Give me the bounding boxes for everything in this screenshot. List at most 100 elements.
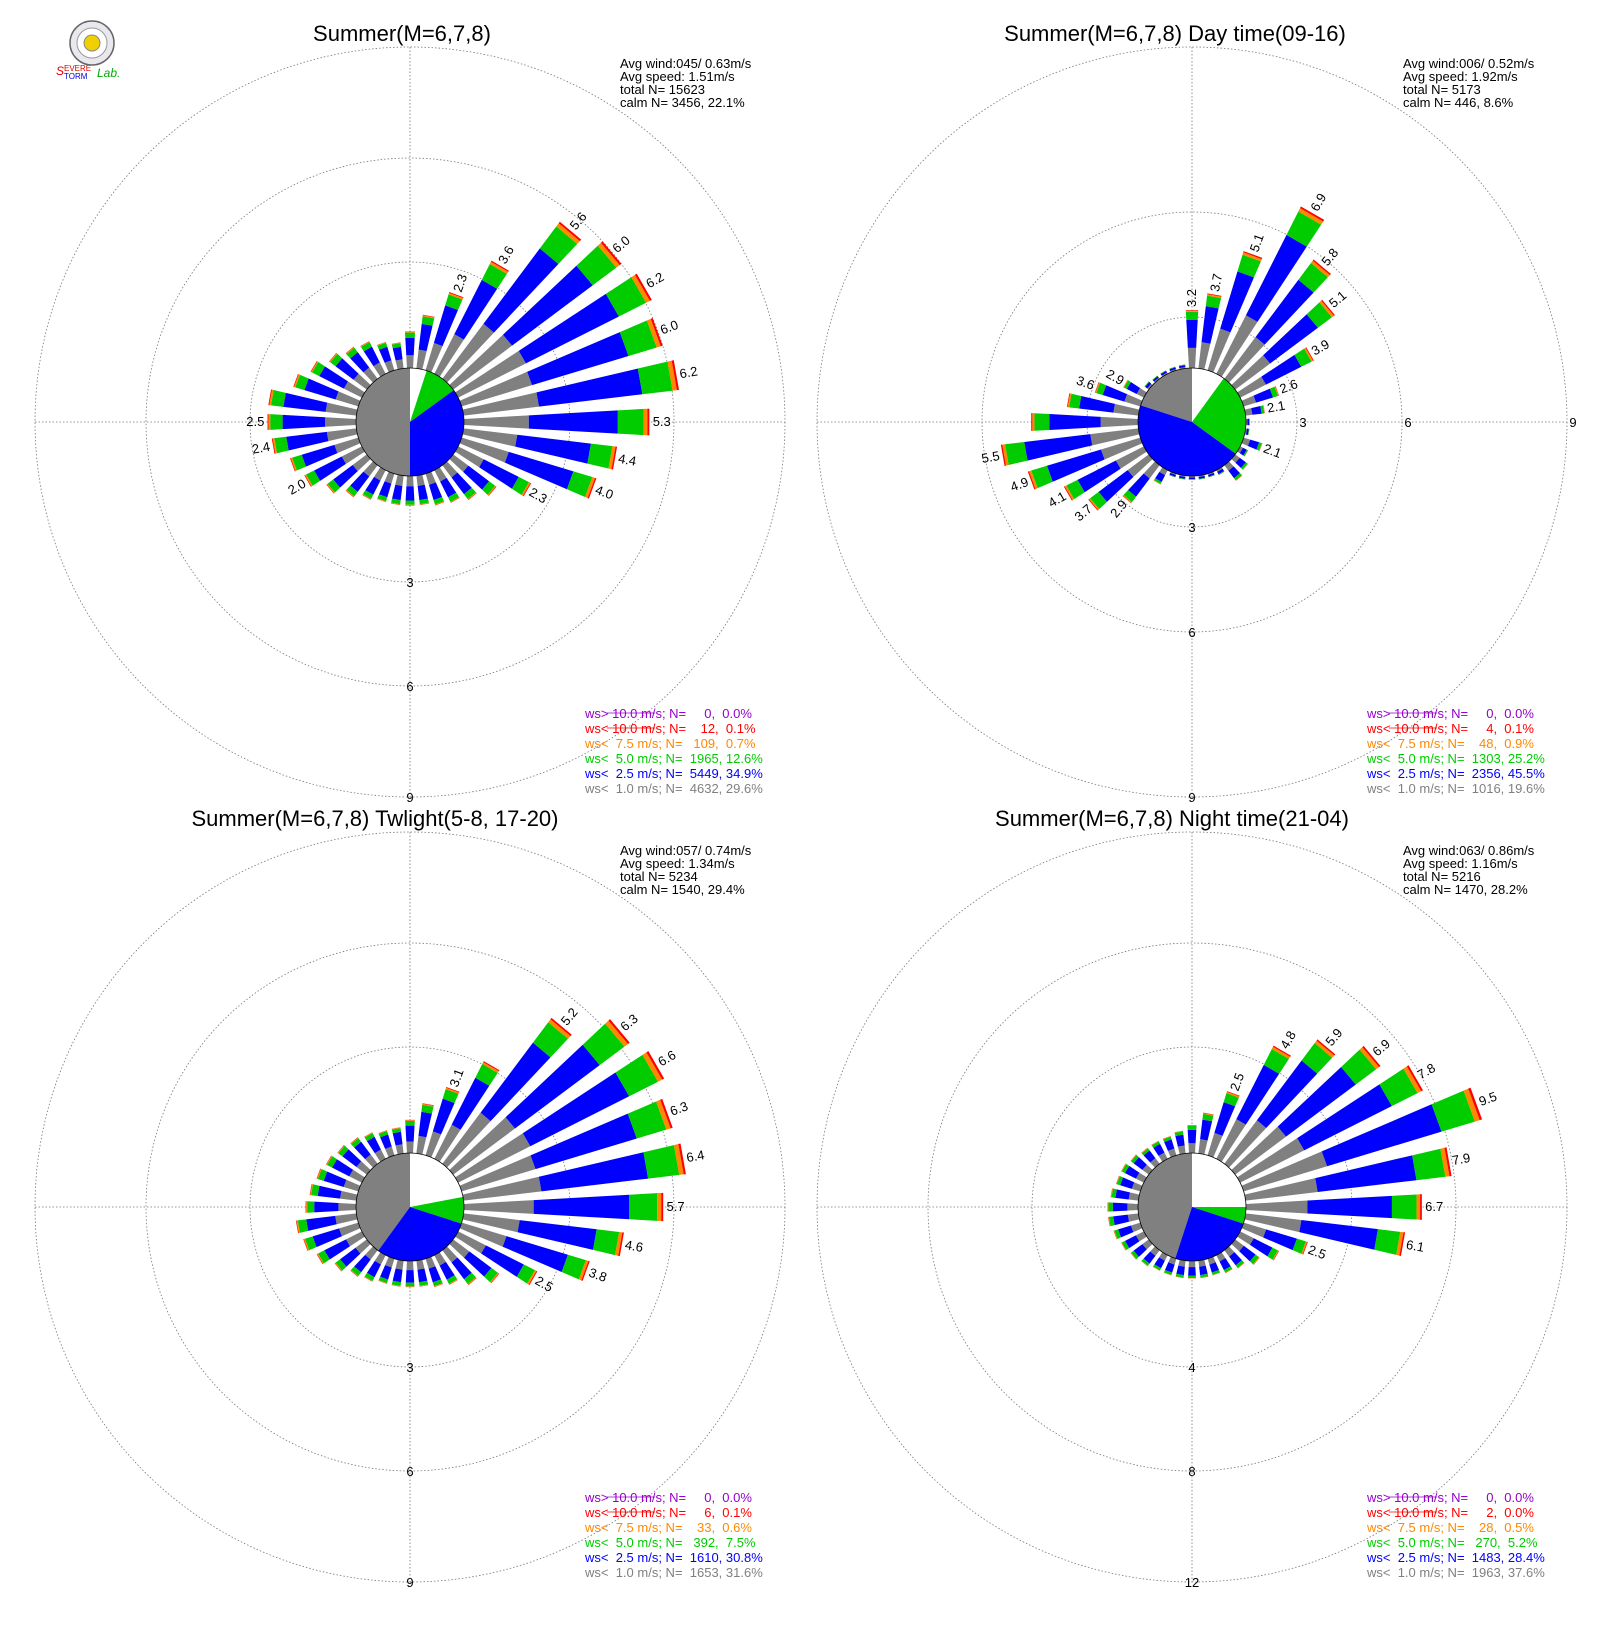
bar-segment: [1121, 1163, 1127, 1172]
bar-segment: [1152, 375, 1158, 380]
bar-segment: [449, 454, 469, 472]
bar-segment: [374, 1252, 386, 1265]
bar-segment: [380, 1134, 392, 1149]
stat-avg-speed: Avg speed: 1.51m/s: [620, 69, 735, 84]
bar-segment: [445, 1087, 460, 1094]
bar-segment: [326, 428, 358, 442]
bar-segment: [425, 471, 436, 485]
ring-label-right: 3: [1299, 415, 1306, 430]
bar-segment: [434, 501, 445, 506]
bar-segment: [1237, 254, 1261, 278]
bar-segment: [1208, 474, 1215, 478]
bar-segment: [1253, 1257, 1260, 1265]
bar-segment: [1226, 1091, 1240, 1097]
bar-segment: [306, 1215, 337, 1231]
bar-segment: [330, 353, 343, 367]
bar-segment: [1136, 388, 1147, 398]
bar-segment: [325, 417, 357, 427]
bar-segment: [1416, 1194, 1421, 1220]
bar-segment: [1079, 396, 1115, 413]
bar-segment: [1024, 434, 1093, 461]
bar-segment: [1216, 467, 1223, 472]
bar-segment: [268, 389, 272, 406]
bar-segment: [1231, 454, 1240, 463]
grid-ring: [145, 157, 675, 687]
ring-label: 3: [1188, 520, 1195, 535]
bar-value-label: 3.7: [1072, 501, 1095, 524]
bar-segment: [340, 1190, 358, 1201]
ring-label: 6: [406, 679, 413, 694]
legend-entry: ws> 10.0 m/s; N= 0, 0.0%: [1366, 706, 1534, 721]
bar-value-label: 2.4: [251, 439, 271, 457]
bar-segment: [1399, 1232, 1406, 1257]
bar-segment: [378, 1276, 389, 1284]
bar-segment: [310, 1184, 313, 1196]
calm-pie-wedge: [356, 368, 410, 476]
bar-segment: [1198, 342, 1211, 370]
bar-segment: [346, 1231, 365, 1247]
bar-segment: [1130, 1154, 1137, 1162]
bar-segment: [416, 1135, 427, 1155]
bar-segment: [1379, 1068, 1418, 1107]
bar-segment: [1274, 386, 1279, 397]
bar-segment: [1225, 1268, 1233, 1274]
bar-segment: [1321, 1104, 1442, 1167]
bar-segment: [515, 434, 591, 464]
bar-segment: [1198, 1139, 1208, 1155]
bar-segment: [1208, 475, 1215, 478]
bar-segment: [1141, 1260, 1148, 1267]
bar-segment: [1123, 380, 1131, 390]
bar-segment: [1243, 449, 1248, 457]
bar-segment: [1241, 462, 1248, 470]
bar-segment: [459, 1155, 536, 1192]
bar-segment: [455, 1133, 531, 1183]
bar-segment: [306, 1201, 308, 1213]
bar-segment: [467, 1277, 477, 1285]
bar-value-label: 5.9: [1322, 1025, 1345, 1048]
bar-segment: [1147, 383, 1153, 390]
bar-segment: [1187, 1125, 1197, 1126]
bar-segment: [1178, 364, 1186, 366]
bar-segment: [593, 1229, 620, 1256]
bar-segment: [384, 471, 395, 484]
calm-pie-wedge: [1192, 1207, 1246, 1224]
bar-segment: [464, 1251, 492, 1277]
bar-segment: [350, 471, 370, 492]
bar-segment: [449, 334, 513, 390]
bar-segment: [1133, 1244, 1147, 1257]
calm-pie-wedge: [1138, 405, 1236, 476]
bar-segment: [304, 378, 339, 400]
bar-segment: [442, 323, 494, 383]
bar-segment: [269, 389, 274, 406]
bar-segment: [391, 343, 402, 349]
bar-segment: [1100, 437, 1143, 460]
bar-segment: [448, 292, 464, 298]
bar-segment: [311, 361, 319, 373]
bar-segment: [384, 360, 395, 373]
bar-segment: [329, 352, 337, 362]
bar-segment: [385, 1146, 395, 1158]
bar-segment: [312, 361, 325, 377]
bar-segment: [353, 373, 371, 390]
legend-entry: ws< 1.0 m/s; N= 4632, 29.6%: [584, 781, 763, 796]
bar-segment: [1235, 457, 1246, 469]
bar-segment: [1231, 1126, 1287, 1175]
bar-segment: [317, 1253, 324, 1264]
bar-segment: [433, 305, 458, 347]
bar-segment: [646, 1051, 665, 1080]
bar-segment: [462, 392, 540, 416]
stat-total: total N= 5234: [620, 869, 698, 884]
bar-segment: [442, 1112, 491, 1168]
bar-segment: [268, 414, 271, 430]
bar-segment: [380, 1265, 392, 1280]
bar-segment: [631, 274, 650, 303]
bar-segment: [395, 1259, 404, 1270]
bar-segment: [338, 1145, 349, 1157]
ring-label: 12: [1185, 1575, 1199, 1590]
bar-segment: [405, 1270, 415, 1283]
bar-segment: [587, 443, 613, 469]
bar-segment: [1121, 1240, 1130, 1251]
bar-segment: [439, 1261, 455, 1280]
bar-segment: [312, 1228, 342, 1248]
bar-segment: [304, 475, 312, 487]
